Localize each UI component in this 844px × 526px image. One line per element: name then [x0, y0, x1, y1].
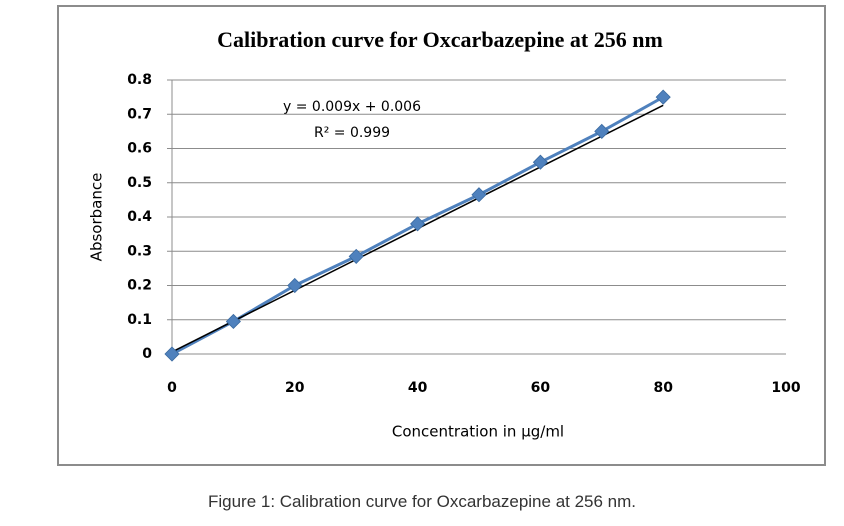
data-point	[655, 89, 671, 105]
data-point	[287, 277, 303, 294]
x-tick-label: 20	[285, 380, 305, 396]
y-axis-label: Absorbance	[88, 173, 106, 262]
y-tick-label: 0	[142, 346, 152, 362]
y-tick-label: 0.3	[127, 243, 152, 259]
chart: Calibration curve for Oxcarbazepine at 2…	[88, 27, 801, 441]
y-tick-label: 0.4	[127, 209, 152, 225]
x-tick-label: 0	[167, 380, 177, 396]
y-tick-label: 0.8	[127, 72, 152, 88]
chart-title: Calibration curve for Oxcarbazepine at 2…	[217, 27, 663, 52]
y-tick-label: 0.2	[127, 278, 152, 294]
trendline-equation: y = 0.009x + 0.006	[283, 99, 421, 115]
figure-caption: Figure 1: Calibration curve for Oxcarbaz…	[207, 492, 637, 511]
y-tick-label: 0.5	[127, 175, 152, 191]
y-tick-label: 0.6	[127, 141, 152, 157]
r-squared: R² = 0.999	[314, 125, 390, 141]
data-point	[164, 346, 180, 362]
data-point	[225, 313, 241, 330]
data-point	[471, 187, 487, 203]
x-tick-label: 40	[408, 380, 428, 396]
data-point	[594, 123, 610, 139]
data-point	[410, 216, 426, 232]
data-point	[348, 248, 364, 264]
y-tick-label: 0.1	[127, 312, 152, 328]
x-tick-label: 80	[653, 380, 673, 396]
y-tick-label: 0.7	[127, 106, 152, 122]
x-tick-label: 60	[531, 380, 551, 396]
x-axis-label: Concentration in µg/ml	[392, 423, 564, 441]
chart-frame	[57, 5, 826, 466]
data-point	[532, 154, 548, 170]
x-tick-label: 100	[771, 380, 800, 396]
